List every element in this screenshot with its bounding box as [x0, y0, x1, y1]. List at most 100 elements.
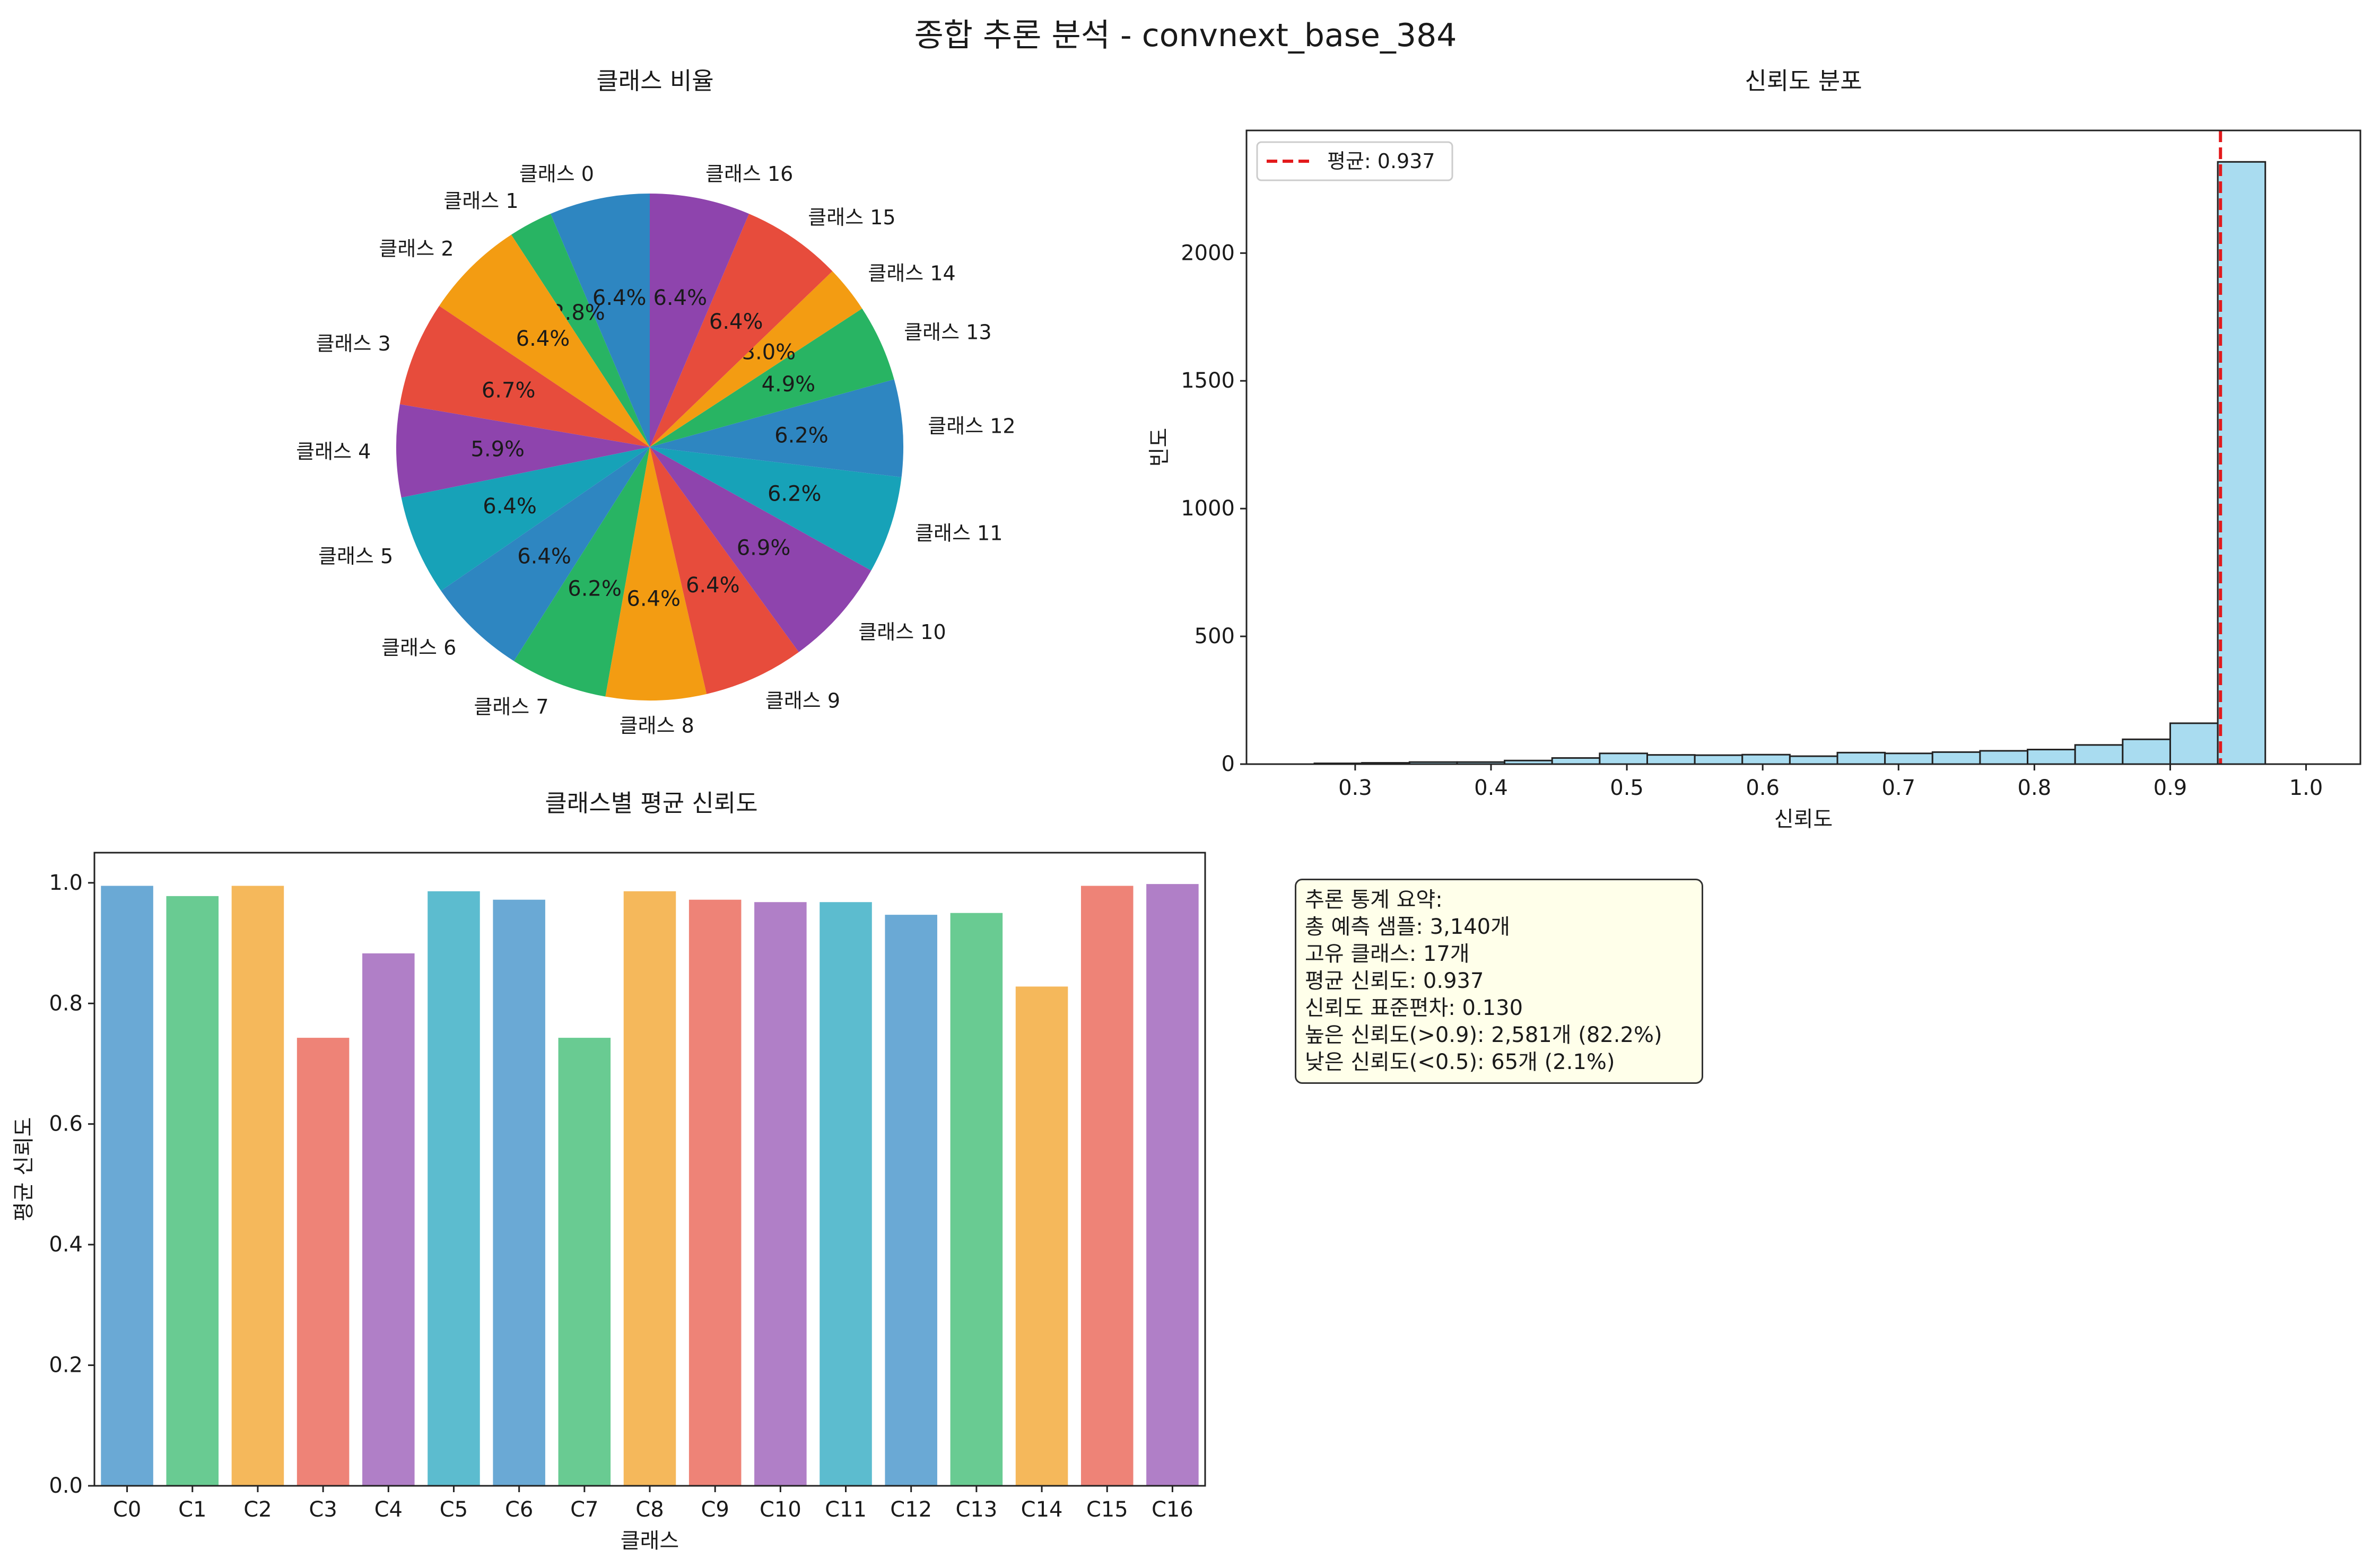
histogram-bar	[1694, 754, 1744, 765]
pie-slice	[441, 447, 650, 661]
pie-slice	[650, 447, 799, 694]
histogram-bar	[2122, 738, 2171, 765]
x-tick-label: 0.8	[2018, 776, 2052, 800]
pie-slice-label: 클래스 11	[915, 521, 1003, 545]
y-tick-label: 0.0	[49, 1474, 83, 1498]
bar	[1146, 884, 1199, 1486]
summary-total-samples: 총 예측 샘플: 3,140개	[1305, 915, 1510, 939]
bar	[1015, 986, 1068, 1486]
x-axis-label: 신뢰도	[1774, 807, 1833, 831]
pie-slice	[650, 379, 903, 477]
pie-percent-label: 6.4%	[653, 286, 707, 310]
histogram-bar	[2217, 161, 2267, 765]
x-tick-label: C12	[890, 1497, 932, 1522]
bar	[623, 891, 676, 1486]
histogram-bar	[1789, 755, 1838, 765]
bar	[558, 1038, 611, 1486]
x-tick-label: C11	[825, 1497, 867, 1522]
histogram-frame	[1245, 129, 2361, 765]
x-tick-label: C7	[570, 1497, 598, 1522]
x-tick-label: C0	[113, 1497, 141, 1522]
pie-slice-label: 클래스 9	[765, 689, 840, 713]
pie-slice	[399, 305, 650, 447]
x-tick-label: 1.0	[2289, 776, 2323, 800]
x-tick-label: C16	[1152, 1497, 1193, 1522]
x-tick-label: C5	[440, 1497, 468, 1522]
pie-percent-label: 6.9%	[737, 536, 791, 560]
bar	[297, 1038, 350, 1486]
x-tick-label: C10	[760, 1497, 801, 1522]
summary-header: 추론 통계 요약:	[1305, 888, 1443, 912]
x-tick-label: C14	[1021, 1497, 1063, 1522]
x-tick-label: C9	[701, 1497, 729, 1522]
pie-slice-label: 클래스 0	[519, 162, 594, 186]
bar	[101, 886, 153, 1486]
pie-slice	[650, 271, 862, 447]
x-tick-label: 0.6	[1746, 776, 1780, 800]
pie-slice	[650, 308, 894, 447]
y-axis-label: 평균 신뢰도	[12, 1117, 36, 1222]
bar	[950, 913, 1003, 1486]
x-tick-label: C4	[374, 1497, 403, 1522]
x-tick-label: C3	[309, 1497, 337, 1522]
y-tick-label: 500	[1195, 624, 1235, 649]
pie-percent-label: 6.4%	[483, 494, 537, 519]
pie-percent-label: 4.9%	[762, 372, 816, 397]
bar	[231, 886, 284, 1486]
bar	[362, 953, 415, 1486]
pie-slice	[439, 234, 650, 447]
pie-slice	[605, 447, 707, 700]
y-tick-label: 1.0	[49, 871, 83, 895]
pie-percent-label: 5.9%	[470, 437, 525, 462]
x-axis-label: 클래스	[621, 1529, 679, 1553]
x-tick-label: C6	[505, 1497, 533, 1522]
pie-percent-label: 6.4%	[626, 587, 681, 611]
pie-slice-label: 클래스 13	[904, 321, 991, 344]
pie-slice-label: 클래스 5	[318, 545, 393, 568]
histogram-bar	[1551, 757, 1601, 765]
pie-slice	[650, 214, 833, 447]
pie-slice-label: 클래스 12	[928, 414, 1015, 437]
bar-chart: C0 C1 C2 C3 C4 C5 C6 C7 C8 C9 C10 C11 C12 C13 C14 C15 C1…	[12, 852, 1206, 1553]
pie-percent-label: 6.4%	[686, 573, 740, 598]
histogram-bar	[1931, 751, 1981, 765]
pie-slice-label: 클래스 3	[316, 332, 391, 355]
pie-slice-label: 클래스 2	[379, 237, 454, 260]
y-tick-label: 0	[1222, 752, 1235, 776]
y-tick-label: 0.2	[49, 1353, 83, 1378]
bar	[1080, 886, 1134, 1486]
histogram-bar	[2027, 749, 2076, 765]
x-tick-label: 0.3	[1338, 776, 1372, 800]
x-tick-label: C2	[243, 1497, 272, 1522]
pie-percent-label: 6.4%	[516, 327, 570, 351]
pie-slice-label: 클래스 10	[858, 620, 946, 644]
pie-slice-label: 클래스 8	[620, 714, 694, 738]
x-tick-label: 0.9	[2154, 776, 2187, 800]
x-tick-label: C15	[1086, 1497, 1128, 1522]
summary-mean-confidence: 평균 신뢰도: 0.937	[1305, 969, 1484, 993]
y-tick-label: 1000	[1181, 496, 1235, 521]
pie-slice	[513, 447, 650, 697]
y-tick-label: 0.6	[49, 1112, 83, 1136]
pie-slice	[650, 447, 871, 652]
histogram-bar	[1836, 751, 1886, 765]
pie-slice-label: 클래스 14	[868, 262, 955, 285]
x-tick-label: 0.4	[1474, 776, 1508, 800]
y-axis-label: 빈도	[1147, 428, 1172, 467]
histogram-bar	[1741, 754, 1791, 765]
x-tick-label: 0.5	[1610, 776, 1644, 800]
bar	[493, 899, 545, 1486]
pie-slice-label: 클래스 6	[381, 636, 456, 660]
pie-percent-label: 6.4%	[709, 310, 763, 334]
legend-label: 평균: 0.937	[1327, 150, 1435, 173]
pie-percent-label: 6.2%	[768, 482, 822, 506]
pie-slice-label: 클래스 4	[296, 440, 371, 463]
pie-slice-label: 클래스 15	[808, 206, 895, 229]
pie-percent-label: 6.2%	[774, 423, 829, 448]
pie-slice-label: 클래스 1	[443, 189, 518, 213]
x-tick-label: C13	[955, 1497, 997, 1522]
y-tick-label: 0.8	[49, 991, 83, 1015]
legend-box	[1256, 141, 1453, 181]
pie-slice	[550, 194, 650, 447]
